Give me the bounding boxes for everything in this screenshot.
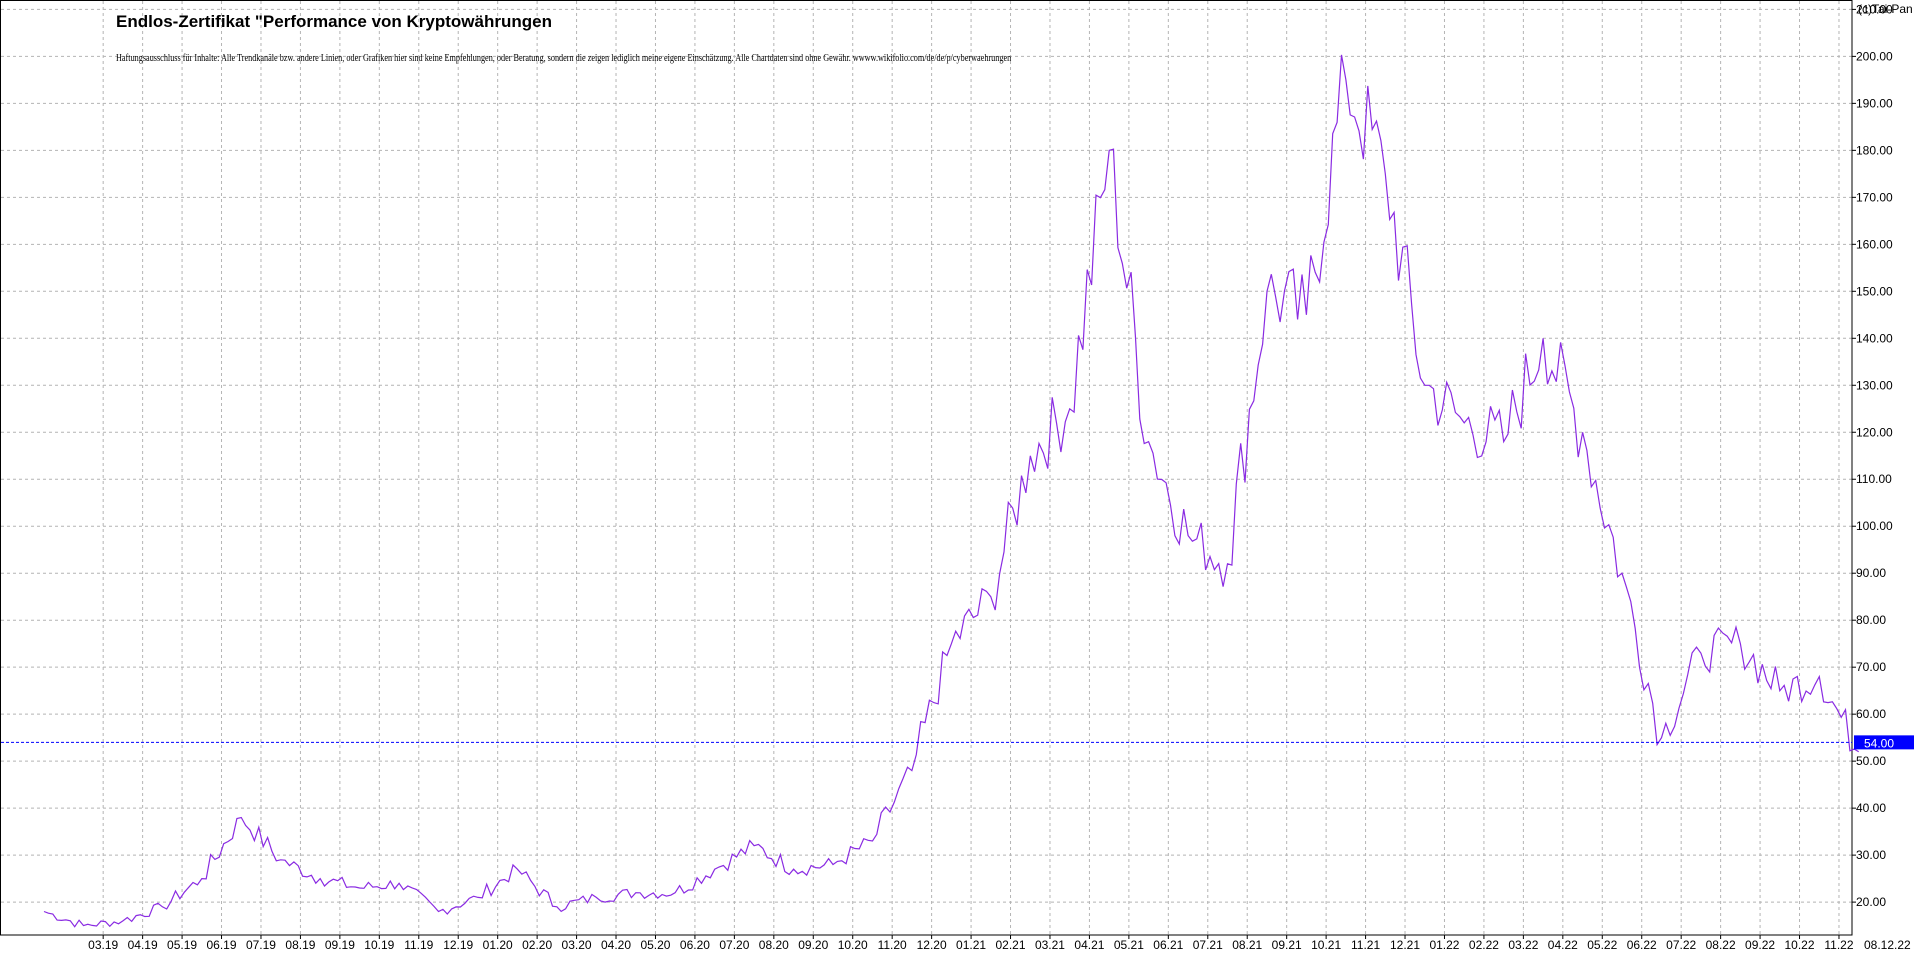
x-tick-label: 04.20 (601, 938, 631, 952)
y-tick-label: 170.00 (1856, 190, 1893, 204)
y-tick-label: 100.00 (1856, 519, 1893, 533)
y-tick-label: 190.00 (1856, 96, 1893, 110)
x-tick-label: 11.22 (1824, 938, 1853, 952)
current-value-label: 54.00 (1864, 736, 1894, 750)
x-tick-label: 03.22 (1508, 938, 1538, 952)
y-tick-label: 140.00 (1856, 331, 1893, 345)
x-tick-label: 07.19 (246, 938, 276, 952)
y-tick-label: 50.00 (1856, 754, 1886, 768)
x-tick-label: 04.21 (1074, 938, 1104, 952)
x-tick-label: 05.22 (1587, 938, 1617, 952)
x-tick-label: 12.21 (1390, 938, 1420, 952)
series-line (43, 54, 1860, 928)
x-tick-label: 06.21 (1153, 938, 1183, 952)
y-tick-label: 180.00 (1856, 143, 1893, 157)
x-tick-label: 03.19 (88, 938, 118, 952)
x-tick-label: 06.22 (1627, 938, 1657, 952)
x-tick-label: 04.22 (1548, 938, 1578, 952)
x-tick-label: 02.22 (1469, 938, 1499, 952)
disclaimer-text: Haftungsausschluss für Inhalte: Alle Tre… (116, 53, 1012, 64)
x-tick-label: 05.21 (1114, 938, 1144, 952)
x-tick-label: 01.20 (483, 938, 513, 952)
x-tick-label: 07.21 (1193, 938, 1223, 952)
x-tick-label: 08.19 (285, 938, 315, 952)
x-tick-label: 10.19 (364, 938, 394, 952)
x-tick-label: 03.21 (1035, 938, 1065, 952)
y-tick-label: 110.00 (1856, 472, 1892, 486)
copyright-text: (c)Tai-Pan (1858, 2, 1913, 16)
x-tick-label: 04.19 (128, 938, 158, 952)
plot-frame (0, 0, 1853, 936)
x-tick-label: 05.20 (640, 938, 670, 952)
x-tick-label: 08.20 (759, 938, 789, 952)
x-tick-label: 11.19 (404, 938, 433, 952)
x-tick-label: 07.20 (719, 938, 749, 952)
y-tick-label: 80.00 (1856, 613, 1886, 627)
x-tick-label: 09.20 (798, 938, 828, 952)
x-tick-label: 02.20 (522, 938, 552, 952)
y-tick-label: 150.00 (1856, 284, 1893, 298)
current-value-badge (1854, 735, 1914, 750)
x-tick-label: 09.22 (1745, 938, 1775, 952)
x-tick-label: 06.19 (207, 938, 237, 952)
x-tick-label: 01.22 (1429, 938, 1459, 952)
y-tick-label: 40.00 (1856, 801, 1886, 815)
y-tick-label: 210.00 (1856, 2, 1893, 16)
y-tick-label: 160.00 (1856, 237, 1893, 251)
y-tick-label: 130.00 (1856, 378, 1893, 392)
x-tick-label: 09.21 (1272, 938, 1302, 952)
x-tick-label: 11.20 (878, 938, 907, 952)
x-tick-label: 01.21 (956, 938, 986, 952)
x-tick-label: 10.22 (1785, 938, 1815, 952)
chart-title: Endlos-Zertifikat "Performance von Krypt… (116, 12, 552, 31)
y-tick-label: 30.00 (1856, 848, 1886, 862)
x-tick-label: 06.20 (680, 938, 710, 952)
x-tick-label: 12.19 (443, 938, 473, 952)
x-tick-label: 10.21 (1311, 938, 1341, 952)
x-tick-label: 12.20 (917, 938, 947, 952)
last-date-label: 08.12.22 (1864, 938, 1911, 952)
x-tick-label: 07.22 (1666, 938, 1696, 952)
y-tick-label: 120.00 (1856, 425, 1893, 439)
x-tick-label: 05.19 (167, 938, 197, 952)
x-tick-label: 02.21 (996, 938, 1026, 952)
x-tick-label: 03.20 (562, 938, 592, 952)
x-tick-label: 08.21 (1232, 938, 1262, 952)
y-tick-label: 90.00 (1856, 566, 1886, 580)
y-tick-label: 70.00 (1856, 660, 1886, 674)
y-tick-label: 20.00 (1856, 895, 1886, 909)
y-tick-label: 60.00 (1856, 707, 1886, 721)
x-tick-label: 09.19 (325, 938, 355, 952)
y-tick-label: 200.00 (1856, 49, 1893, 63)
x-tick-label: 11.21 (1351, 938, 1380, 952)
x-tick-label: 08.22 (1706, 938, 1736, 952)
x-tick-label: 10.20 (838, 938, 868, 952)
